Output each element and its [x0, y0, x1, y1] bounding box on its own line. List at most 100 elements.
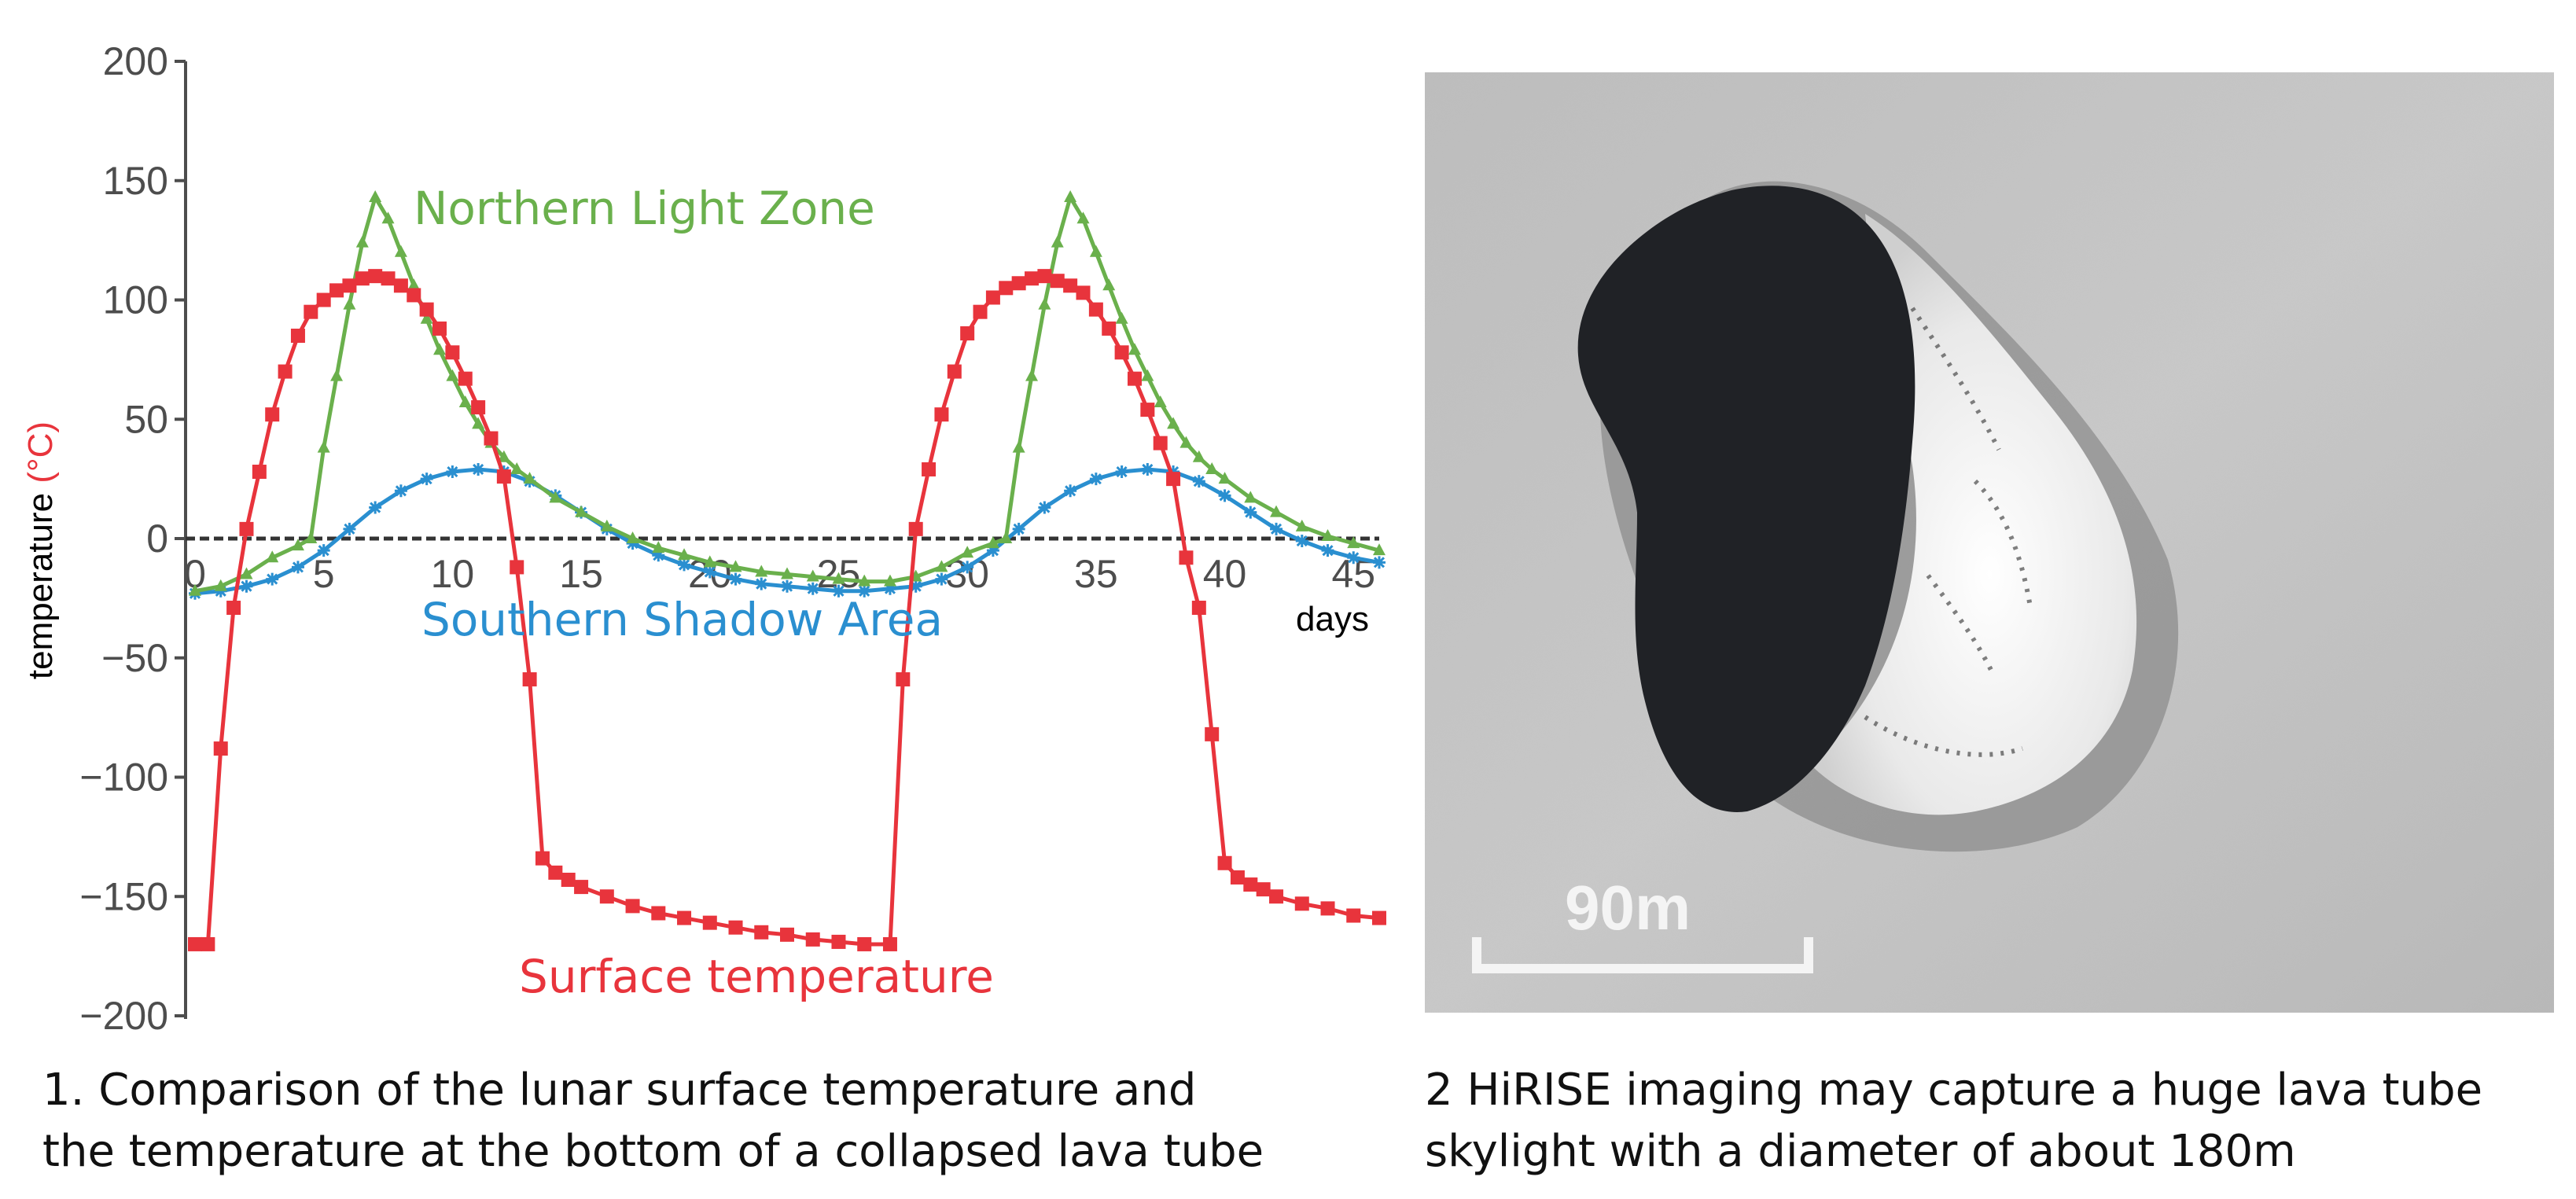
data-point-surface-temperature [458, 371, 473, 386]
y-tick-label: 200 [103, 39, 168, 83]
data-point-northern-light-zone [832, 572, 845, 584]
data-point-surface-temperature [316, 292, 331, 307]
data-point-surface-temperature [201, 936, 215, 951]
data-point-northern-light-zone [1295, 519, 1308, 531]
hirise-skylight-image: 90m [1425, 72, 2554, 1013]
data-point-southern-shadow-area [1295, 535, 1308, 548]
data-point-southern-shadow-area [755, 577, 768, 590]
data-point-surface-temperature [1191, 601, 1206, 616]
x-tick-label: 5 [313, 552, 335, 596]
data-point-surface-temperature [1166, 472, 1181, 487]
data-point-northern-light-zone [1051, 235, 1064, 248]
data-point-surface-temperature [1011, 276, 1026, 291]
data-point-southern-shadow-area [909, 579, 922, 593]
data-point-northern-light-zone [1025, 369, 1039, 381]
data-point-southern-shadow-area [781, 579, 793, 593]
y-tick-label: 150 [103, 159, 168, 203]
data-point-surface-temperature [1294, 896, 1309, 911]
data-point-northern-light-zone [510, 462, 524, 474]
data-point-surface-temperature [561, 873, 576, 888]
data-point-southern-shadow-area [1192, 475, 1205, 488]
data-point-northern-light-zone [394, 245, 407, 257]
data-point-southern-shadow-area [472, 462, 485, 476]
caption-figure-2: 2 HiRISE imaging may capture a huge lava… [1425, 1060, 2482, 1182]
data-point-northern-light-zone [355, 235, 369, 248]
data-point-surface-temperature [999, 281, 1014, 296]
data-point-northern-light-zone [755, 565, 768, 577]
data-point-southern-shadow-area [652, 549, 665, 562]
data-point-surface-temperature [1269, 889, 1284, 904]
data-point-surface-temperature [728, 920, 743, 935]
data-point-northern-light-zone [1038, 297, 1051, 310]
data-point-northern-light-zone [1321, 528, 1334, 541]
data-point-northern-light-zone [369, 189, 382, 202]
data-point-surface-temperature [1320, 901, 1335, 916]
series-label-southern-shadow-area: Southern Shadow Area [421, 593, 943, 646]
series-northern-light-zone [189, 189, 1386, 596]
data-point-surface-temperature [1256, 882, 1271, 897]
y-axis-title-word: temperature [21, 493, 60, 679]
data-point-northern-light-zone [1192, 450, 1205, 462]
data-point-surface-temperature [985, 290, 1000, 305]
data-point-southern-shadow-area [1218, 489, 1231, 502]
data-point-southern-shadow-area [883, 582, 896, 595]
data-point-southern-shadow-area [1141, 462, 1154, 476]
data-point-northern-light-zone [1347, 536, 1360, 549]
data-point-northern-light-zone [600, 519, 613, 531]
data-point-southern-shadow-area [266, 572, 279, 586]
data-point-surface-temperature [290, 329, 305, 344]
data-point-surface-temperature [908, 521, 923, 536]
data-point-northern-light-zone [433, 343, 447, 355]
data-point-surface-temperature [1050, 274, 1065, 289]
data-point-southern-shadow-area [420, 473, 433, 486]
data-point-surface-temperature [599, 889, 614, 904]
data-point-northern-light-zone [986, 536, 999, 549]
data-point-southern-shadow-area [240, 579, 253, 593]
data-point-surface-temperature [368, 269, 383, 284]
series-label-surface-temperature: Surface temperature [519, 950, 994, 1003]
data-point-northern-light-zone [678, 548, 691, 561]
data-point-surface-temperature [934, 407, 949, 422]
caption-figure-1-line-1: 1. Comparison of the lunar surface tempe… [42, 1065, 1197, 1116]
data-point-surface-temperature [252, 465, 267, 480]
data-point-northern-light-zone [497, 450, 510, 462]
scale-bar: 90m [1472, 873, 1813, 973]
data-point-northern-light-zone [214, 579, 227, 591]
data-point-surface-temperature [548, 865, 563, 880]
data-point-southern-shadow-area [214, 584, 227, 598]
data-point-surface-temperature [188, 936, 202, 951]
data-point-northern-light-zone [189, 583, 201, 596]
data-point-southern-shadow-area [678, 558, 691, 572]
data-point-northern-light-zone [1141, 369, 1154, 381]
data-point-southern-shadow-area [446, 465, 459, 479]
data-point-surface-temperature [239, 521, 254, 536]
data-point-surface-temperature [432, 321, 447, 336]
data-point-northern-light-zone [626, 531, 639, 543]
data-point-surface-temperature [754, 925, 769, 940]
pit-illuminated-floor [1810, 214, 2137, 815]
data-point-surface-temperature [329, 283, 344, 298]
data-point-southern-shadow-area [1321, 544, 1334, 557]
chart-series [188, 189, 1386, 951]
data-point-surface-temperature [1127, 371, 1142, 386]
data-point-northern-light-zone [935, 560, 948, 572]
data-point-surface-temperature [1140, 403, 1155, 417]
data-point-northern-light-zone [883, 574, 896, 587]
caption-figure-1-line-2: the temperature at the bottom of a colla… [42, 1126, 1264, 1177]
data-point-surface-temperature [535, 851, 550, 866]
data-point-northern-light-zone [343, 297, 356, 310]
data-point-surface-temperature [226, 601, 241, 616]
caption-figure-2-line-1: 2 HiRISE imaging may capture a huge lava… [1425, 1065, 2483, 1116]
data-point-northern-light-zone [446, 369, 459, 381]
data-point-surface-temperature [304, 304, 318, 319]
data-point-northern-light-zone [549, 491, 562, 503]
data-point-northern-light-zone [1270, 505, 1283, 517]
data-point-northern-light-zone [1373, 543, 1386, 556]
caption-figure-1: 1. Comparison of the lunar surface tempe… [42, 1060, 1264, 1182]
data-point-surface-temperature [1230, 870, 1245, 885]
data-point-surface-temperature [896, 672, 911, 687]
data-point-southern-shadow-area [1373, 556, 1386, 569]
series-southern-shadow-area [189, 462, 1386, 600]
data-point-surface-temperature [973, 304, 988, 319]
data-point-northern-light-zone [266, 550, 279, 563]
